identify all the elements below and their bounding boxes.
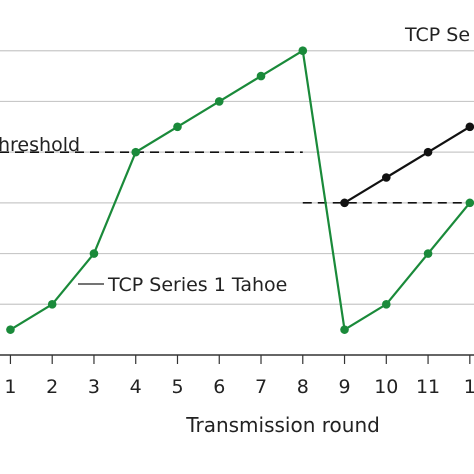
series-0-point-10 — [423, 249, 433, 258]
series-lines — [6, 46, 474, 334]
series-0-point-6 — [256, 71, 266, 81]
series-0-point-0 — [6, 325, 15, 334]
grid-lines — [0, 50, 474, 305]
x-tick-label-4: 5 — [171, 376, 183, 398]
x-tick-label-9: 10 — [374, 376, 398, 398]
series-0-point-2 — [89, 249, 99, 258]
series-0-point-1 — [47, 299, 57, 309]
series-0-point-3 — [131, 147, 141, 157]
x-tick-label-10: 11 — [416, 376, 440, 398]
series-0-point-8 — [340, 325, 349, 334]
series-line-1 — [343, 125, 471, 204]
threshold-label: hreshold — [0, 134, 80, 156]
reno-label: TCP Se — [404, 24, 470, 46]
series-0-point-9 — [381, 299, 391, 309]
series-1-point-0 — [340, 198, 349, 208]
series-line-0 — [9, 48, 471, 332]
x-tick-label-7: 8 — [297, 376, 309, 398]
series-1-point-1 — [381, 173, 391, 182]
x-tick-label-5: 6 — [213, 376, 225, 398]
threshold-lines — [0, 151, 474, 204]
x-tick-label-2: 3 — [88, 376, 100, 398]
x-tick-label-3: 4 — [130, 376, 142, 398]
x-axis-label: Transmission round — [185, 413, 380, 437]
x-tick-label-11: 1 — [464, 376, 474, 398]
series-0-point-4 — [173, 122, 182, 132]
series-1-point-2 — [423, 147, 433, 157]
series-0-point-5 — [214, 97, 224, 106]
x-tick-label-6: 7 — [255, 376, 267, 398]
series-0-point-11 — [465, 198, 474, 208]
x-tick-label-1: 2 — [46, 376, 58, 398]
x-tick-label-8: 9 — [338, 376, 350, 398]
series-0-point-7 — [298, 46, 308, 56]
tahoe-label: TCP Series 1 Tahoe — [107, 274, 287, 296]
annotations: hreshold TCP Series 1 Tahoe TCP Se — [0, 24, 470, 296]
x-ticks: 1 2 3 4 5 6 7 8 9 10 11 1 — [4, 355, 474, 398]
series-1-point-3 — [465, 122, 474, 132]
x-tick-label-0: 1 — [4, 376, 16, 398]
